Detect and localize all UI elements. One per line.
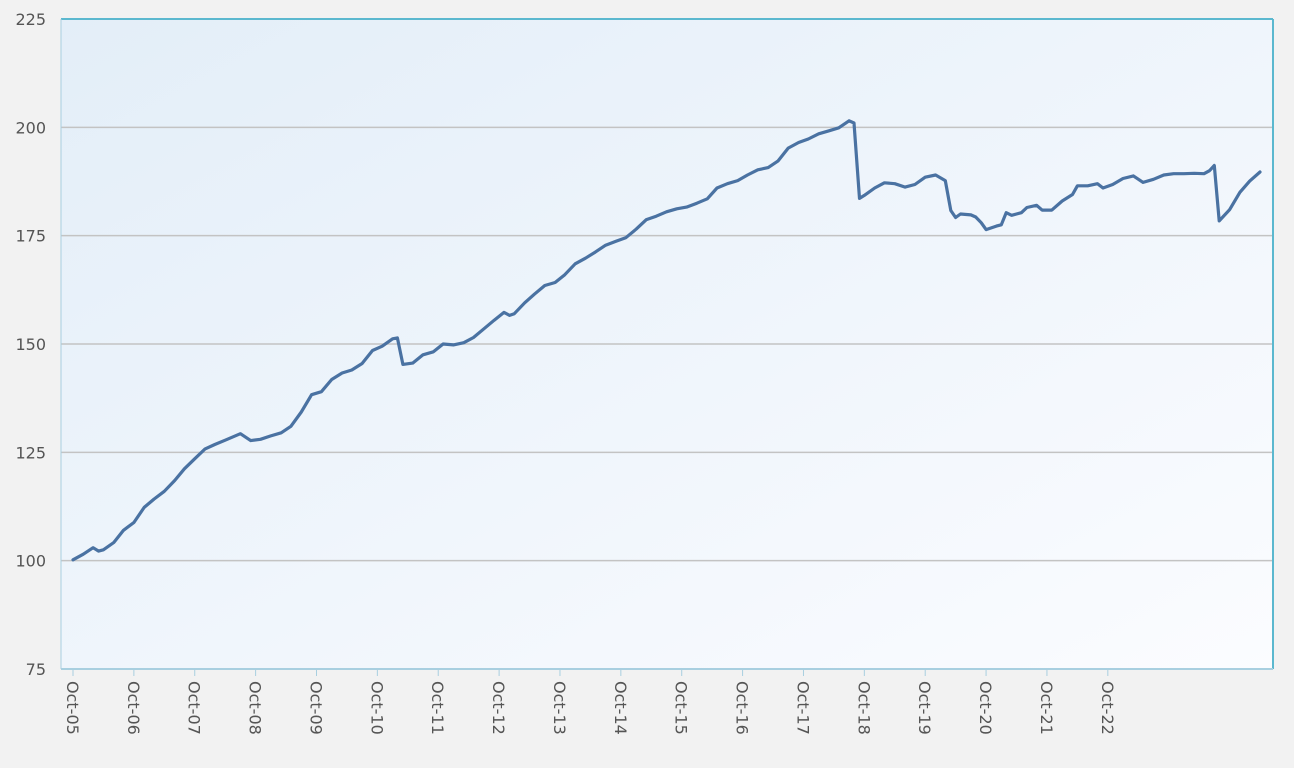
x-tick-label: Oct-16 bbox=[733, 681, 752, 735]
x-tick-label: Oct-08 bbox=[246, 681, 265, 735]
y-tick-label: 150 bbox=[15, 335, 46, 354]
grid-lines bbox=[61, 126, 1273, 562]
x-tick-label: Oct-17 bbox=[793, 681, 812, 735]
y-tick-label: 100 bbox=[15, 552, 46, 571]
x-tick-label: Oct-22 bbox=[1098, 681, 1117, 735]
x-tick-label: Oct-19 bbox=[915, 681, 934, 735]
x-tick-label: Oct-15 bbox=[672, 681, 691, 735]
x-tick-label: Oct-10 bbox=[367, 681, 386, 735]
series-group bbox=[71, 119, 1262, 562]
x-tick-label: Oct-21 bbox=[1037, 681, 1056, 735]
x-tick-label: Oct-09 bbox=[306, 681, 325, 735]
y-tick-label: 75 bbox=[26, 660, 46, 679]
x-tick-label: Oct-14 bbox=[611, 681, 630, 735]
x-tick-label: Oct-06 bbox=[124, 681, 143, 735]
x-axis: Oct-05 Oct-06 Oct-07 Oct-08 Oct-09 Oct-10 Oct-… bbox=[63, 669, 1117, 735]
y-tick-label: 125 bbox=[15, 443, 46, 462]
x-tick-label: Oct-13 bbox=[550, 681, 569, 735]
x-tick-label: Oct-07 bbox=[185, 681, 204, 735]
y-tick-label: 225 bbox=[15, 10, 46, 29]
x-tick-label: Oct-18 bbox=[854, 681, 873, 735]
x-tick-label: Oct-05 bbox=[63, 681, 82, 735]
series-line-0 bbox=[71, 119, 1262, 562]
y-axis: 75 100 125 150 175 200 225 bbox=[15, 10, 46, 679]
y-tick-label: 200 bbox=[15, 118, 46, 137]
x-tick-label: Oct-11 bbox=[428, 681, 447, 735]
x-tick-label: Oct-20 bbox=[976, 681, 995, 735]
x-tick-label: Oct-12 bbox=[489, 681, 508, 735]
y-tick-label: 175 bbox=[15, 227, 46, 246]
